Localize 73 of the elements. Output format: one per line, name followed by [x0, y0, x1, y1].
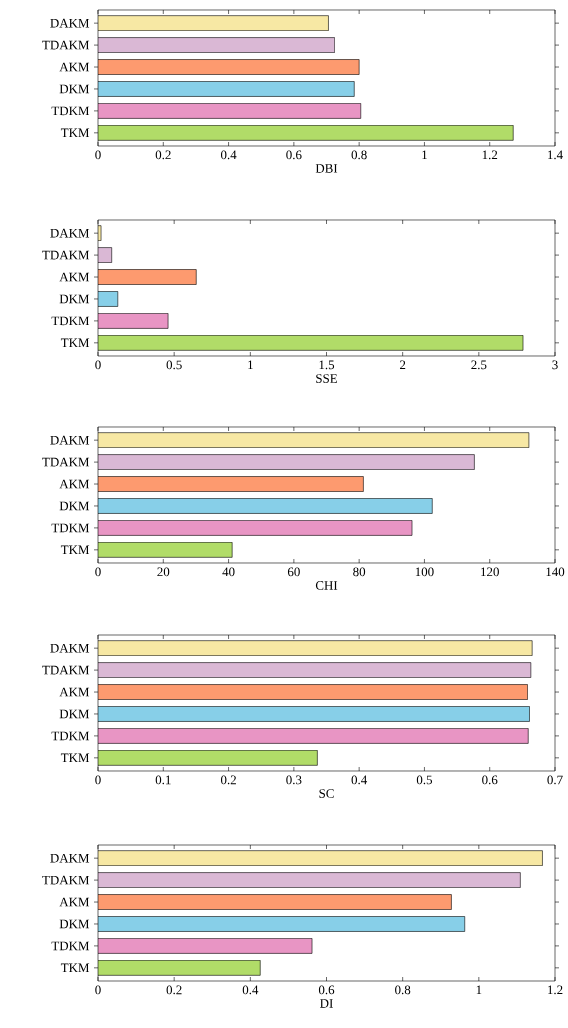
x-tick-label: 0.6 [482, 775, 498, 785]
x-tick-label: 0 [95, 985, 101, 995]
x-tick-label: 2.5 [471, 360, 487, 370]
x-tick-label: 0.6 [286, 150, 302, 160]
x-tick-label: 0.3 [286, 775, 302, 785]
x-axis-title: DBI [315, 164, 338, 173]
y-tick-label: DAKM [50, 853, 90, 863]
y-tick-label: TDKM [51, 731, 90, 741]
y-tick-label: TKM [60, 963, 90, 973]
y-tick-label: TDKM [51, 106, 90, 116]
x-tick-label: 0.8 [351, 150, 367, 160]
y-tick-label: AKM [59, 62, 90, 72]
y-tick-label: AKM [59, 897, 90, 907]
y-tick-label: TDKM [51, 523, 90, 533]
x-axis-title: SC [319, 789, 334, 798]
x-axis-title: SSE [316, 374, 338, 383]
x-tick-label: 0.4 [351, 775, 368, 785]
x-tick-label: 0 [95, 567, 101, 577]
x-tick-label: 0.7 [547, 775, 563, 785]
y-tick-label: TKM [60, 545, 90, 555]
x-tick-label: 2 [399, 360, 406, 370]
x-tick-label: 0.1 [155, 775, 171, 785]
x-tick-label: 0.2 [155, 150, 171, 160]
y-tick-label: TDAKM [42, 457, 90, 467]
y-tick-label: DAKM [50, 435, 90, 445]
x-tick-label: 1 [248, 360, 253, 370]
x-tick-label: 0.2 [166, 985, 182, 995]
x-tick-label: 80 [353, 567, 366, 577]
y-tick-label: AKM [59, 687, 90, 697]
x-tick-label: 0 [95, 150, 101, 160]
x-axis-title: DI [320, 999, 333, 1008]
y-tick-label: DKM [59, 294, 90, 304]
y-tick-label: TDKM [51, 316, 90, 326]
y-tick-label: DKM [59, 501, 90, 511]
x-tick-label: 0.4 [220, 150, 237, 160]
y-tick-label: TDAKM [42, 250, 90, 260]
x-tick-label: 140 [546, 567, 565, 577]
y-tick-label: AKM [59, 479, 90, 489]
y-tick-label: DKM [59, 709, 90, 719]
x-axis-title: CHI [315, 581, 338, 590]
y-tick-label: TDAKM [42, 875, 90, 885]
y-tick-label: AKM [59, 272, 90, 282]
x-tick-label: 100 [415, 567, 434, 577]
y-tick-label: DKM [59, 84, 90, 94]
y-tick-label: DAKM [50, 18, 90, 28]
y-tick-label: TKM [60, 338, 90, 348]
x-tick-label: 1.2 [482, 150, 498, 160]
x-tick-label: 0.6 [318, 985, 335, 995]
x-tick-label: 0.4 [242, 985, 259, 995]
x-tick-label: 1.5 [319, 360, 335, 370]
x-tick-label: 20 [157, 567, 170, 577]
x-tick-label: 40 [222, 567, 235, 577]
y-tick-label: TKM [60, 753, 90, 763]
x-tick-label: 1.4 [548, 150, 563, 160]
x-tick-label: 0.8 [395, 985, 411, 995]
x-tick-label: 0 [95, 775, 101, 785]
x-tick-label: 1 [422, 150, 427, 160]
y-tick-label: DAKM [50, 228, 90, 238]
y-tick-label: TDKM [51, 941, 90, 951]
x-tick-label: 60 [287, 567, 300, 577]
y-tick-label: TDAKM [42, 40, 90, 50]
y-tick-label: DKM [59, 919, 90, 929]
y-tick-label: TDAKM [42, 665, 90, 675]
x-tick-label: 3 [552, 360, 558, 370]
x-tick-label: 1.2 [548, 985, 563, 995]
x-tick-label: 0.5 [416, 775, 433, 785]
y-tick-label: DAKM [50, 643, 90, 653]
y-tick-label: TKM [60, 128, 90, 138]
x-tick-label: 1 [476, 985, 482, 995]
x-tick-label: 0.5 [166, 360, 182, 370]
x-tick-label: 0.2 [220, 775, 236, 785]
x-tick-label: 0 [95, 360, 101, 370]
x-tick-label: 120 [481, 567, 499, 577]
